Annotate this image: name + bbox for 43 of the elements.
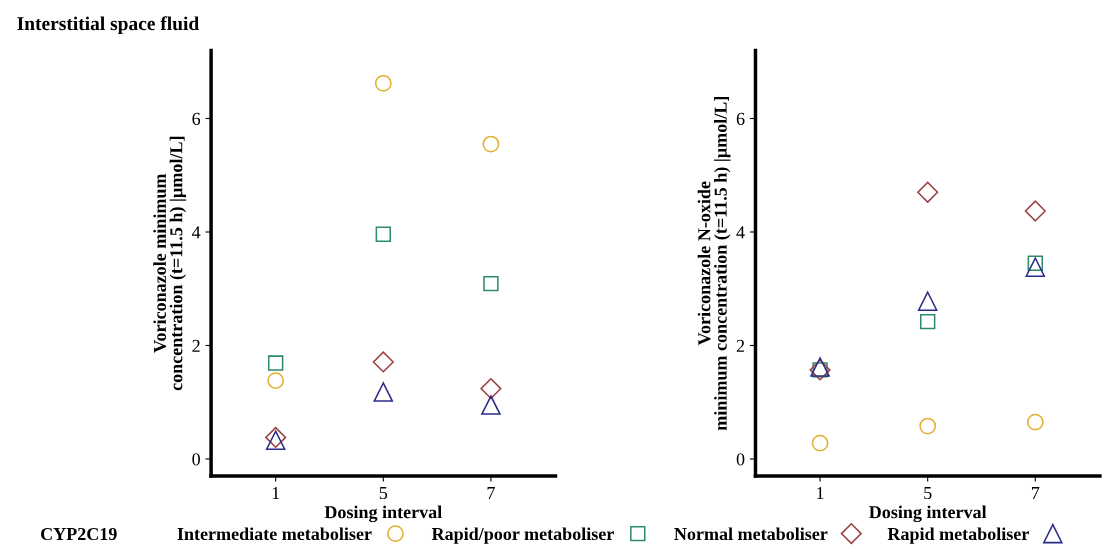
point	[480, 378, 502, 400]
point	[1024, 200, 1046, 222]
x-axis-title: Dosing interval	[324, 505, 442, 523]
x-tick-label: 7	[1031, 487, 1040, 499]
y-axis-title: Voriconazole minimum concentration (t=11.5 h) |µmol/L]	[153, 136, 187, 391]
point	[1027, 255, 1044, 271]
legend-label: Normal metaboliser	[674, 527, 828, 541]
point	[375, 226, 392, 242]
x-axis-title: Dosing interval	[869, 505, 987, 523]
point	[481, 395, 501, 415]
legend-label: Rapid/poor metaboliser	[431, 527, 614, 544]
y-tick-label: 0	[192, 453, 200, 466]
point	[917, 291, 938, 312]
x-tick-label: 7	[487, 487, 495, 499]
point	[811, 434, 829, 452]
point	[373, 382, 394, 402]
y-tick-label: 4	[736, 226, 745, 239]
legend-title: CYP2C19	[41, 527, 117, 541]
y-axis-title: Voriconazole N-oxide minimum concentration (t=11.5 h) |µmol/L]	[697, 96, 731, 431]
chart-title: Interstitial space fluid	[17, 16, 200, 35]
y-tick-label: 6	[192, 112, 201, 125]
point	[1025, 257, 1046, 277]
y-tick-label: 6	[736, 112, 745, 125]
x-tick-label: 1	[817, 487, 824, 499]
point	[1026, 413, 1044, 431]
point	[482, 135, 500, 153]
point	[919, 417, 937, 435]
y-tick-label: 2	[736, 339, 745, 352]
point	[917, 181, 939, 203]
legend-label: Rapid metaboliser	[887, 527, 1029, 544]
x-tick-label: 1	[272, 487, 280, 499]
y-tick-label: 4	[192, 226, 201, 239]
legend-label: Intermediate metaboliser	[177, 527, 372, 541]
x-tick-label: 5	[379, 487, 388, 500]
point	[374, 74, 392, 92]
point	[267, 372, 285, 390]
point	[267, 355, 284, 371]
point	[919, 313, 936, 330]
y-tick-label: 2	[192, 339, 200, 352]
y-tick-label: 0	[736, 453, 745, 466]
x-tick-label: 5	[924, 487, 932, 500]
point	[483, 275, 499, 292]
point	[372, 351, 394, 373]
